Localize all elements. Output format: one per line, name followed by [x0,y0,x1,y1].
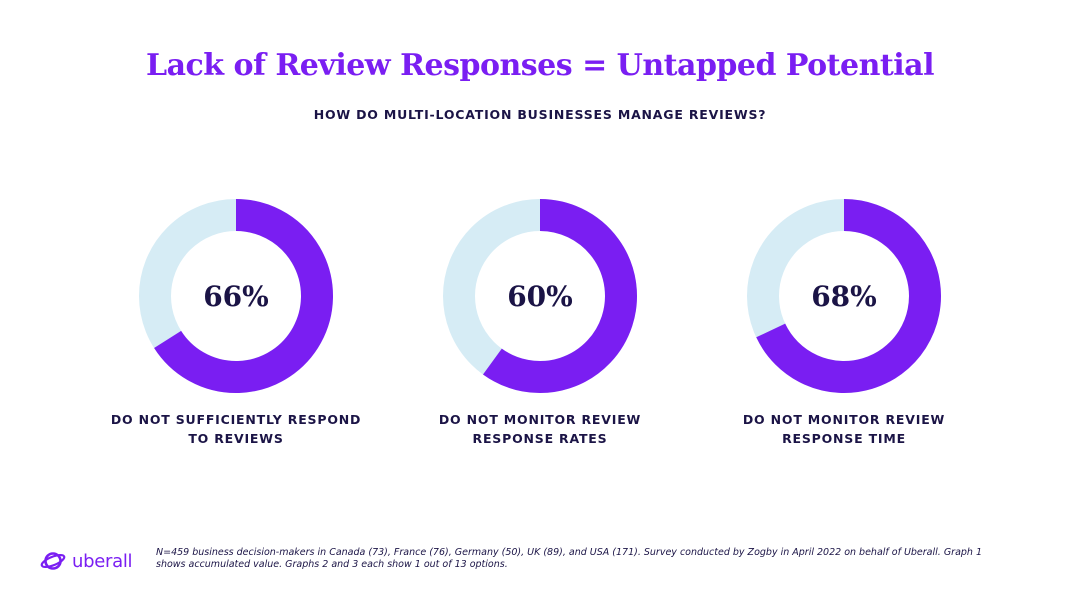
donut-label-line: RESPONSE TIME [782,431,906,446]
donut-value-arc [154,199,333,393]
donut-percent: 66% [203,280,269,313]
page-title: Lack of Review Responses = Untapped Pote… [145,48,935,83]
donut-svg-1: 66% [139,199,333,393]
donut-chart-3: 68% DO NOT MONITOR REVIEW RESPONSE TIME [694,196,994,448]
donut-label: DO NOT MONITOR REVIEW RESPONSE RATES [390,410,690,448]
donut-percent: 68% [811,280,877,313]
uberall-planet-icon [40,552,66,570]
donut-chart-1: 66% DO NOT SUFFICIENTLY RESPOND TO REVIE… [86,196,386,448]
donut-svg-3: 68% [747,199,941,393]
donut-label-line: DO NOT SUFFICIENTLY RESPOND [110,412,362,427]
donut-svg-2: 60% [443,199,637,393]
logo-text: uberall [72,550,133,572]
donut-chart-2: 60% DO NOT MONITOR REVIEW RESPONSE RATES [390,196,690,448]
uberall-logo: uberall [40,548,133,574]
donut-label: DO NOT SUFFICIENTLY RESPOND TO REVIEWS [86,410,386,448]
donut-label: DO NOT MONITOR REVIEW RESPONSE TIME [694,410,994,448]
donut-value-arc [483,199,637,393]
donut-value-arc [756,199,941,393]
footnote-line: shows accumulated value. Graphs 2 and 3 … [156,559,508,570]
donut-label-line: DO NOT MONITOR REVIEW [742,412,946,427]
donut-label-line: RESPONSE RATES [472,431,608,446]
donut-label-line: DO NOT MONITOR REVIEW [438,412,642,427]
donut-label-line: TO REVIEWS [188,431,284,446]
footnote: N=459 business decision-makers in Canada… [156,547,1036,571]
donut-percent: 60% [507,280,573,313]
footnote-line: N=459 business decision-makers in Canada… [156,547,983,558]
page-subtitle: HOW DO MULTI-LOCATION BUSINESSES MANAGE … [313,107,767,122]
